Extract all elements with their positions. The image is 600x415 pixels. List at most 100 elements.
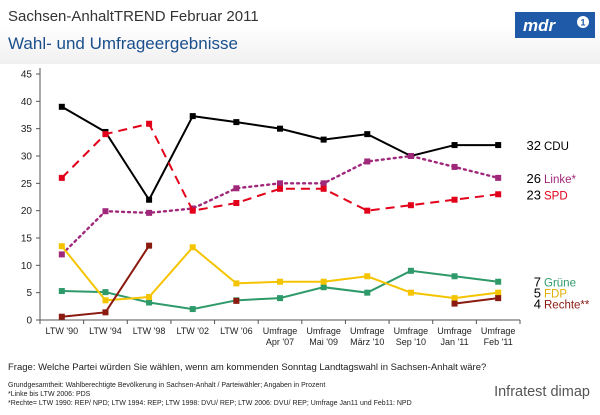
data-point-grne <box>495 278 502 285</box>
series-line-rechte <box>61 245 150 318</box>
legend-label-linke: Linke* <box>544 174 576 186</box>
y-tick-label: 35 <box>21 124 33 135</box>
data-point-cdu <box>58 103 65 110</box>
data-point-linke <box>320 180 327 187</box>
x-tick-label: LTW '98 <box>133 326 166 336</box>
data-point-linke <box>277 180 283 187</box>
data-point-grne <box>451 273 458 280</box>
data-point-linke <box>407 153 414 159</box>
line-chart: 0 5 10 15 20 25 30 35 40 45 LTW '90 LTW '94 LTW '98 L… <box>21 68 590 347</box>
data-point-spd <box>364 207 371 214</box>
data-point-spd <box>146 120 153 127</box>
data-point-grne <box>407 267 414 274</box>
data-point-fdp <box>146 294 153 301</box>
data-point-grne <box>102 289 109 296</box>
data-point-spd <box>451 196 458 203</box>
data-point-cdu <box>146 196 153 203</box>
data-point-grne <box>364 289 371 296</box>
y-tick-label: 20 <box>21 206 33 217</box>
data-point-cdu <box>189 113 196 120</box>
end-value-cdu: 32 <box>527 138 541 153</box>
survey-question: Frage: Welche Partei würden Sie wählen, … <box>8 362 487 373</box>
y-tick-label: 45 <box>21 70 33 81</box>
chart-title: Sachsen-AnhaltTREND Februar 2011 <box>8 8 259 25</box>
x-tick-label: LTW '02 <box>176 326 209 336</box>
data-point-cdu <box>320 136 327 143</box>
x-tick-label: Umfrage März '10 <box>350 326 385 347</box>
data-point-linke <box>146 209 153 216</box>
data-point-spd <box>189 207 196 214</box>
y-tick-label: 0 <box>26 316 32 327</box>
legend-label-grne: Grüne <box>544 278 576 290</box>
series-line-grne <box>61 269 499 311</box>
end-value-rechte: 4 <box>534 297 541 312</box>
footnote-population: Grundgesamtheit: Wahlberechtigte Bevölke… <box>8 382 326 389</box>
data-point-linke <box>58 251 65 258</box>
series-line-linke <box>60 154 500 256</box>
data-point-spd <box>233 200 240 207</box>
data-point-linke <box>233 185 240 192</box>
legend-label-spd: SPD <box>544 190 568 202</box>
legend-label-cdu: CDU <box>544 141 569 153</box>
end-value-linke: 26 <box>527 171 541 186</box>
data-point-rechte <box>495 295 502 302</box>
data-point-cdu <box>495 142 502 149</box>
data-point-rechte <box>233 297 240 304</box>
data-point-fdp <box>58 243 65 250</box>
legend-label-rechte: Rechte** <box>544 300 590 312</box>
chart-subtitle: Wahl- und Umfrageergebnisse <box>8 34 238 53</box>
data-point-linke <box>495 174 502 181</box>
data-point-fdp <box>451 295 458 302</box>
x-tick-label: LTW '90 <box>46 326 79 336</box>
y-tick-label: 30 <box>21 152 33 163</box>
data-point-fdp <box>233 280 240 287</box>
x-tick-label: Umfrage Apr '07 <box>263 326 298 347</box>
x-tick-label: LTW '94 <box>89 326 122 336</box>
data-point-linke <box>364 158 371 165</box>
legend-label-fdp: FDP <box>544 289 567 301</box>
x-tick-label: LTW '06 <box>220 326 253 336</box>
series-line-rechte <box>454 297 499 305</box>
data-point-grne <box>320 284 327 291</box>
x-tick-label: Umfrage Jan '11 <box>437 326 472 347</box>
data-point-spd <box>102 131 109 138</box>
footnote-linke: *Linke bis LTW 2006: PDS <box>8 391 91 398</box>
mdr-logo: mdr 1 <box>515 12 595 38</box>
footnote-rechte: *Rechte= LTW 1990: REP/ NPD; LTW 1994: R… <box>8 400 412 407</box>
data-point-linke <box>451 163 458 170</box>
data-point-fdp <box>320 278 327 285</box>
data-point-spd <box>495 191 502 198</box>
svg-text:1: 1 <box>580 18 585 28</box>
data-point-fdp <box>102 297 109 304</box>
data-point-spd <box>277 185 283 192</box>
end-value-fdp: 5 <box>534 286 541 301</box>
x-tick-label: Umfrage Sep '10 <box>394 326 429 347</box>
x-tick-label: Umfrage Mai '09 <box>306 326 341 347</box>
data-point-rechte <box>58 313 65 320</box>
data-point-spd <box>320 185 327 192</box>
data-point-grne <box>146 299 153 306</box>
data-point-fdp <box>364 273 371 280</box>
logo-text: mdr <box>523 16 557 35</box>
y-tick-label: 25 <box>21 179 33 190</box>
y-tick-label: 10 <box>21 261 33 272</box>
data-point-rechte <box>102 309 109 316</box>
data-point-cdu <box>277 125 283 132</box>
data-point-grne <box>58 288 65 295</box>
y-tick-label: 40 <box>21 97 33 108</box>
data-point-rechte <box>451 300 458 307</box>
end-value-spd: 23 <box>527 187 541 202</box>
header-background <box>0 0 600 64</box>
data-point-spd <box>58 174 65 181</box>
series-line-spd <box>61 122 499 212</box>
data-point-fdp <box>277 278 283 285</box>
data-point-spd <box>407 202 414 209</box>
data-point-grne <box>277 295 283 302</box>
data-point-cdu <box>451 142 458 149</box>
data-point-cdu <box>233 119 240 126</box>
y-tick-label: 15 <box>21 234 33 245</box>
infratest-dimap-brand: Infratest dimap <box>494 384 590 400</box>
data-point-cdu <box>364 131 371 138</box>
data-point-rechte <box>146 242 153 249</box>
data-point-fdp <box>407 289 414 296</box>
